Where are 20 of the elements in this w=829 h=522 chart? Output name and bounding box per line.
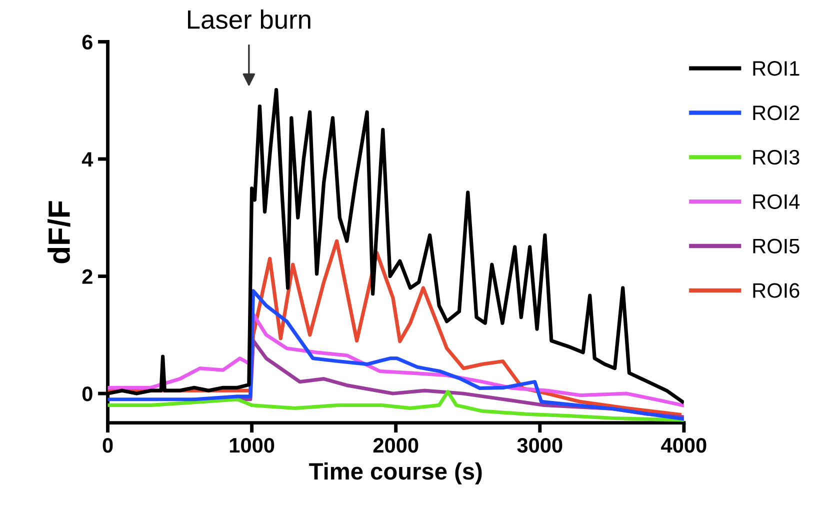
y-tick-label: 6 [82,34,92,50]
legend-label: ROI5 [753,238,800,254]
x-axis-title: Time course (s) [309,462,482,484]
y-axis-title: dF/F [48,201,70,264]
y-tick-label: 2 [82,269,92,284]
text: Laser burn [188,10,310,29]
x-tick-label: 2000 [373,438,418,453]
legend-label: ROI6 [753,283,800,298]
line-series [108,390,684,422]
y-tick-label: 0 [82,386,92,402]
legend-label: ROI3 [753,150,800,165]
legend-label: ROI4 [753,194,800,210]
line-series [108,289,684,421]
legend-label: ROI2 [753,105,800,120]
legend-label: ROI1 [753,61,800,76]
y-tick-label: 4 [82,152,94,167]
x-tick-label: 3000 [517,438,562,453]
x-tick-label: 4000 [661,438,706,453]
x-tick-label: 0 [102,438,113,453]
x-tick-label: 1000 [230,438,274,453]
